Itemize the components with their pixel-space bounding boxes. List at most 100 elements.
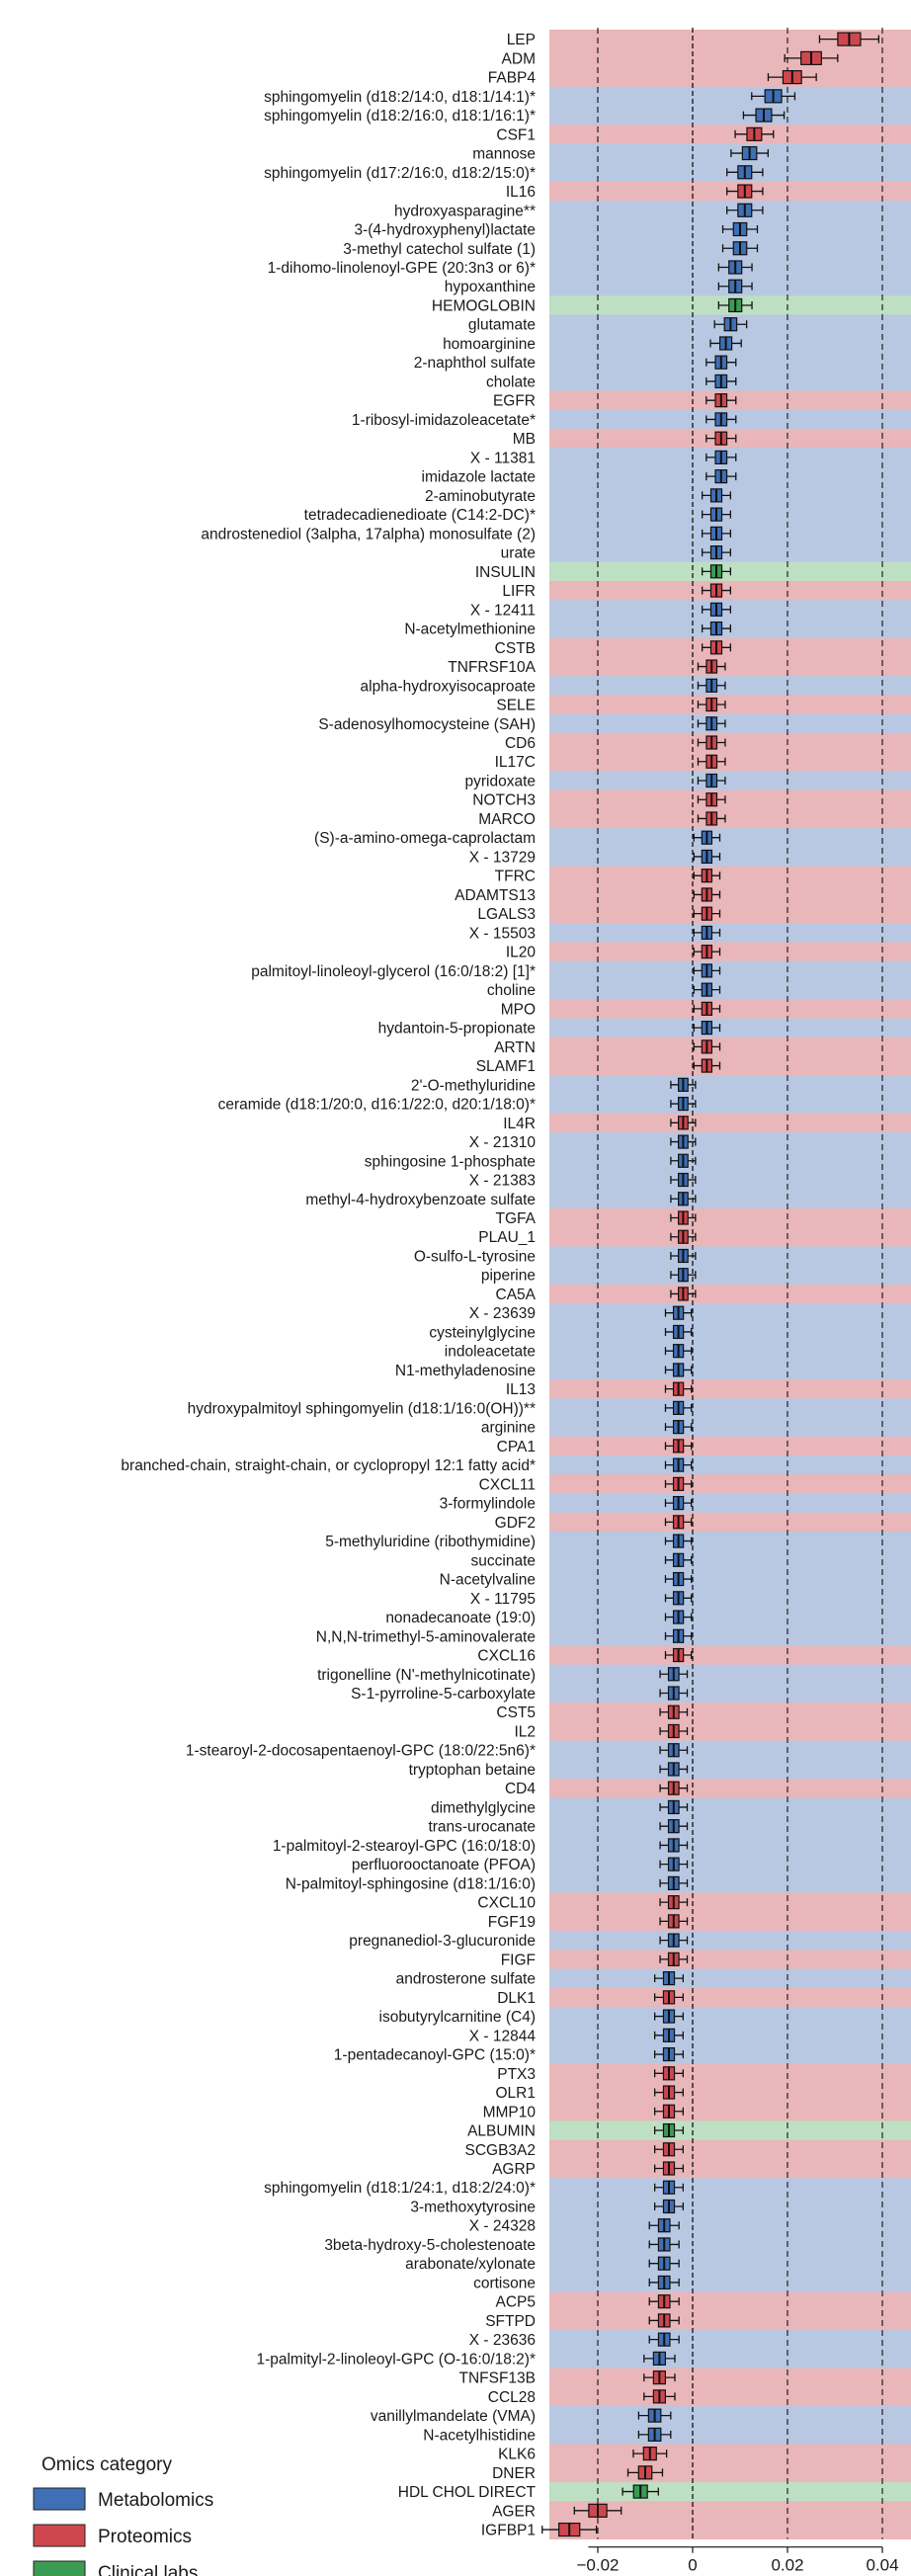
feature-label: N-palmitoyl-sphingosine (d18:1/16:0) xyxy=(286,1875,536,1892)
row-band xyxy=(549,1227,911,1247)
feature-label: cortisone xyxy=(473,2275,536,2291)
feature-label: 3beta-hydroxy-5-cholestenoate xyxy=(324,2237,536,2254)
feature-label: SCGB3A2 xyxy=(464,2142,536,2159)
row-band xyxy=(549,2082,911,2103)
row-band xyxy=(549,1835,911,1856)
feature-label: X - 11795 xyxy=(470,1591,536,1608)
row-band xyxy=(549,1645,911,1665)
row-band xyxy=(549,1284,911,1304)
row-band xyxy=(549,676,911,696)
row-band xyxy=(549,1075,911,1095)
feature-label: TNFRSF10A xyxy=(448,659,536,676)
row-band xyxy=(549,1968,911,1989)
feature-label: branched-chain, straight-chain, or cyclo… xyxy=(121,1457,536,1474)
row-band xyxy=(549,2006,911,2027)
row-band xyxy=(549,713,911,734)
feature-label: sphingomyelin (d18:1/24:1, d18:2/24:0)* xyxy=(264,2180,536,2197)
feature-label: pyridoxate xyxy=(464,773,536,789)
row-band xyxy=(549,923,911,943)
row-band xyxy=(549,1550,911,1570)
row-band xyxy=(549,48,911,68)
feature-label: cysteinylglycine xyxy=(429,1324,536,1341)
feature-label: ARTN xyxy=(494,1039,536,1056)
row-band xyxy=(549,1341,911,1362)
row-band xyxy=(549,732,911,753)
feature-label: urate xyxy=(501,545,536,562)
feature-label: indoleacetate xyxy=(445,1344,536,1361)
feature-label: choline xyxy=(487,982,536,999)
boxplots xyxy=(541,32,880,2537)
row-band xyxy=(549,828,911,848)
row-band xyxy=(549,1455,911,1475)
row-band xyxy=(549,1512,911,1533)
row-band xyxy=(549,1170,911,1190)
row-band xyxy=(549,960,911,981)
row-band xyxy=(549,1151,911,1171)
row-band xyxy=(549,1322,911,1342)
feature-label: 5-methyluridine (ribothymidine) xyxy=(325,1534,536,1550)
feature-label: CXCL10 xyxy=(477,1895,536,1912)
feature-label: alpha-hydroxyisocaproate xyxy=(361,678,537,695)
row-band xyxy=(549,1664,911,1685)
row-band xyxy=(549,86,911,107)
row-band xyxy=(549,1816,911,1837)
feature-label: IL17C xyxy=(495,754,536,771)
feature-label: CD4 xyxy=(505,1781,536,1797)
feature-label: N,N,N-trimethyl-5-aminovalerate xyxy=(316,1628,536,1645)
row-band xyxy=(549,1721,911,1741)
row-band xyxy=(549,1797,911,1817)
feature-label: LIFR xyxy=(502,583,536,600)
feature-label: isobutyrylcarnitine (C4) xyxy=(379,2009,537,2026)
feature-label: 1-palmityl-2-linoleoyl-GPC (O-16:0/18:2)… xyxy=(256,2351,536,2368)
feature-label: FIGF xyxy=(501,1952,536,1968)
row-band xyxy=(549,656,911,677)
legend-title: Omics category xyxy=(41,2454,172,2475)
feature-label: IL2 xyxy=(514,1723,536,1740)
feature-label: FABP4 xyxy=(488,70,537,87)
row-band xyxy=(549,1398,911,1418)
feature-label: IGFBP1 xyxy=(481,2523,536,2539)
row-band xyxy=(549,1265,911,1286)
row-band xyxy=(549,2501,911,2521)
feature-label: 1-ribosyl-imidazoleacetate* xyxy=(352,412,536,429)
feature-label: tryptophan betaine xyxy=(409,1762,536,1779)
row-band xyxy=(549,2215,911,2236)
feature-label: PLAU_1 xyxy=(478,1229,536,1246)
feature-labels: LEP ADM FABP4 sphingomyelin (d18:2/14:0, d1… xyxy=(121,32,536,2538)
feature-label: OLR1 xyxy=(496,2085,537,2102)
feature-label: 1-stearoyl-2-docosapentaenoyl-GPC (18:0/… xyxy=(186,1743,536,1760)
feature-label: (S)-a-amino-omega-caprolactam xyxy=(314,830,536,847)
feature-label: LEP xyxy=(507,32,536,48)
feature-label: EGFR xyxy=(493,393,536,410)
feature-label: MMP10 xyxy=(483,2104,537,2120)
row-band xyxy=(549,1607,911,1627)
row-band xyxy=(549,2425,911,2445)
row-band xyxy=(549,2406,911,2426)
row-band xyxy=(549,67,911,88)
row-band xyxy=(549,1855,911,1874)
feature-label: N1-methyladenosine xyxy=(395,1363,536,1379)
x-tick-label: 0.02 xyxy=(771,2556,803,2575)
x-tick-label: 0 xyxy=(688,2556,697,2575)
feature-label: sphingosine 1-phosphate xyxy=(365,1153,536,1170)
feature-label: ALBUMIN xyxy=(467,2123,536,2140)
feature-label: O-sulfo-L-tyrosine xyxy=(414,1248,536,1265)
row-band xyxy=(549,884,911,905)
feature-label: trans-urocanate xyxy=(428,1819,536,1836)
row-band xyxy=(549,695,911,714)
feature-label: HEMOGLOBIN xyxy=(432,297,536,314)
row-band xyxy=(549,1931,911,1951)
feature-label: imidazole lactate xyxy=(422,469,536,486)
row-band xyxy=(549,2462,911,2483)
feature-label: hydroxyasparagine** xyxy=(394,203,536,219)
reference-lines xyxy=(597,28,883,2539)
feature-label: S-adenosylhomocysteine (SAH) xyxy=(318,716,536,733)
row-band xyxy=(549,1911,911,1932)
feature-label: TNFSF13B xyxy=(458,2370,536,2387)
feature-label: N-acetylhistidine xyxy=(423,2427,536,2444)
row-band xyxy=(549,1360,911,1380)
feature-label: N-acetylmethionine xyxy=(404,622,536,638)
feature-label: androsterone sulfate xyxy=(396,1971,536,1988)
row-band xyxy=(549,2481,911,2502)
